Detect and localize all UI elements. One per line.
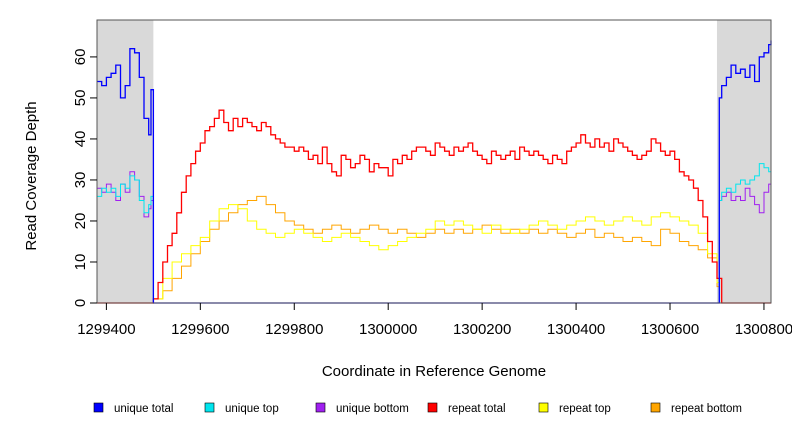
legend-item-unique-bottom: unique bottom bbox=[315, 402, 409, 415]
legend-label: repeat total bbox=[448, 403, 506, 415]
legend-item-unique-top: unique top bbox=[204, 402, 279, 415]
y-axis: 0 10 20 30 40 50 60 bbox=[72, 49, 97, 307]
legend-label: unique total bbox=[114, 403, 173, 415]
legend-swatch bbox=[650, 402, 661, 413]
series-line-repeat-top bbox=[97, 204, 771, 304]
y-tick-label: 50 bbox=[72, 90, 89, 107]
x-tick-label: 1299400 bbox=[77, 321, 135, 338]
shaded-region-2 bbox=[716, 20, 771, 303]
series-line-unique-total bbox=[97, 40, 772, 304]
legend-label: unique top bbox=[225, 403, 279, 415]
legend-swatch bbox=[93, 402, 104, 413]
legend-swatch bbox=[538, 402, 549, 413]
y-tick-label: 10 bbox=[72, 254, 89, 271]
x-axis-title: Coordinate in Reference Genome bbox=[322, 363, 546, 380]
shaded-regions bbox=[97, 20, 771, 303]
x-tick-label: 1300800 bbox=[735, 321, 792, 338]
y-tick-label: 40 bbox=[72, 131, 89, 148]
legend: unique total unique top unique bottom repea… bbox=[93, 402, 742, 415]
x-tick-label: 1299600 bbox=[171, 321, 229, 338]
legend-swatch bbox=[427, 402, 438, 413]
legend-label: unique bottom bbox=[336, 403, 409, 415]
x-axis: 1299400 1299600 1299800 1300000 1300200 13004… bbox=[77, 303, 792, 338]
y-tick-label: 20 bbox=[72, 213, 89, 230]
y-axis-title: Read Coverage Depth bbox=[23, 101, 40, 250]
y-tick-label: 30 bbox=[72, 172, 89, 189]
x-tick-label: 1300400 bbox=[547, 321, 605, 338]
legend-item-repeat-bottom: repeat bottom bbox=[650, 402, 742, 415]
x-tick-label: 1300600 bbox=[641, 321, 699, 338]
y-tick-label: 0 bbox=[72, 299, 89, 307]
shaded-region-1 bbox=[97, 20, 154, 303]
legend-label: repeat bottom bbox=[671, 403, 742, 415]
legend-label: repeat top bbox=[559, 403, 611, 415]
y-tick-label: 60 bbox=[72, 49, 89, 66]
series-line-repeat-total bbox=[97, 109, 771, 304]
series-line-unique-bottom bbox=[97, 171, 772, 304]
x-tick-label: 1299800 bbox=[265, 321, 323, 338]
series-lines bbox=[97, 40, 772, 304]
legend-item-repeat-total: repeat total bbox=[427, 402, 506, 415]
plot-frame bbox=[96, 19, 772, 304]
x-tick-label: 1300000 bbox=[359, 321, 417, 338]
legend-swatch bbox=[204, 402, 215, 413]
legend-item-unique-total: unique total bbox=[93, 402, 173, 415]
x-tick-label: 1300200 bbox=[453, 321, 511, 338]
legend-item-repeat-top: repeat top bbox=[538, 402, 611, 415]
legend-swatch bbox=[315, 402, 326, 413]
